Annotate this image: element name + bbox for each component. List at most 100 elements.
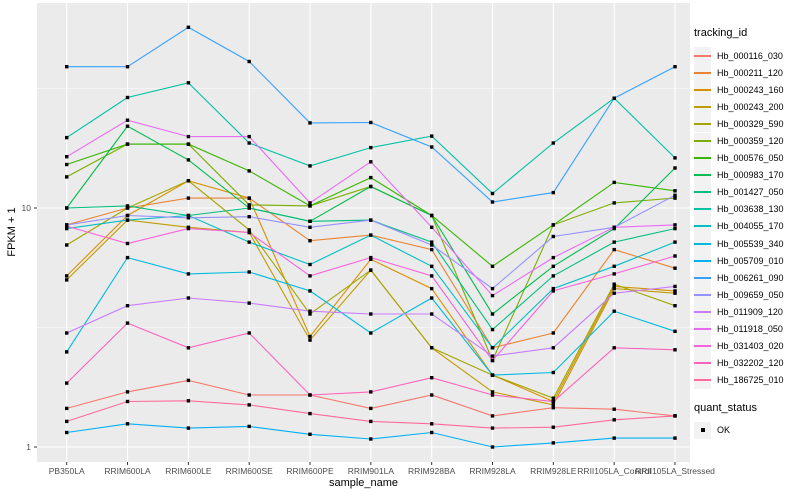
data-point xyxy=(551,234,555,239)
data-point xyxy=(612,286,616,291)
legend-item-Hb_000211_120: Hb_000211_120 xyxy=(694,64,798,82)
data-point xyxy=(65,243,69,247)
data-point xyxy=(430,247,434,252)
data-point xyxy=(551,274,555,278)
data-point xyxy=(186,81,191,85)
data-point xyxy=(430,430,434,435)
data-point xyxy=(186,158,191,162)
data-point xyxy=(612,282,616,286)
legend-item-Hb_011909_120: Hb_011909_120 xyxy=(694,303,798,321)
data-point xyxy=(247,134,251,139)
data-point xyxy=(125,124,130,128)
data-point xyxy=(430,134,434,138)
legend-item-label: Hb_011918_050 xyxy=(717,324,783,335)
data-point xyxy=(186,196,191,200)
legend-item-Hb_009659_050: Hb_009659_050 xyxy=(694,286,798,304)
legend-item-Hb_000983_170: Hb_000983_170 xyxy=(694,166,798,184)
x-tick-label: RRIM928LA xyxy=(469,466,516,476)
data-point xyxy=(65,350,69,354)
data-point xyxy=(673,348,677,352)
x-tick-label: RRIM901LA xyxy=(348,466,395,476)
legend-item-Hb_004055_170: Hb_004055_170 xyxy=(694,217,798,235)
data-point xyxy=(612,225,616,229)
legend-key-box xyxy=(694,269,711,287)
data-point xyxy=(369,268,373,272)
data-point xyxy=(551,286,555,291)
data-point xyxy=(490,414,495,418)
legend-item-ok: OK xyxy=(694,421,798,439)
legend-key-box xyxy=(694,337,711,355)
data-point xyxy=(247,169,251,173)
legend-key-box xyxy=(694,371,711,389)
data-point xyxy=(673,284,677,289)
data-point xyxy=(673,304,677,308)
data-point xyxy=(551,403,555,407)
legend-item-label: Hb_005539_340 xyxy=(717,238,784,249)
data-point xyxy=(247,230,251,235)
data-point xyxy=(65,274,69,278)
data-point xyxy=(551,331,555,335)
data-point xyxy=(490,312,495,316)
data-point xyxy=(247,141,251,145)
y-tick-label: 1 xyxy=(26,442,31,452)
data-point xyxy=(247,403,251,407)
legend-line-swatch xyxy=(694,328,711,331)
legend-title-quant-status: quant_status xyxy=(694,401,757,414)
data-point xyxy=(125,218,130,222)
legend-item-Hb_005539_340: Hb_005539_340 xyxy=(694,235,798,253)
data-point xyxy=(247,393,251,397)
data-point xyxy=(308,334,312,339)
x-tick-label: RRIM600SE xyxy=(226,466,274,476)
data-point xyxy=(551,141,555,145)
legend-key-box xyxy=(694,286,711,304)
data-point xyxy=(247,59,251,64)
data-point xyxy=(490,393,495,397)
data-point xyxy=(490,346,495,350)
filled-square-icon xyxy=(700,428,705,433)
data-point xyxy=(65,206,69,210)
data-point xyxy=(490,354,495,358)
data-point xyxy=(612,272,616,276)
legend-item-Hb_005709_010: Hb_005709_010 xyxy=(694,252,798,270)
legend-item-label: Hb_000116_030 xyxy=(717,50,783,61)
data-point xyxy=(430,376,434,380)
legend-line-swatch xyxy=(694,157,711,160)
legend-line-swatch xyxy=(694,225,711,228)
data-point xyxy=(612,309,616,313)
data-point xyxy=(551,289,555,293)
data-point xyxy=(125,213,130,218)
data-point xyxy=(125,422,130,426)
data-point xyxy=(125,399,130,404)
legend-line-swatch xyxy=(694,276,711,279)
legend-item-label: Hb_000576_050 xyxy=(717,153,784,164)
legend-key-box xyxy=(694,47,711,65)
x-axis-title: sample_name xyxy=(328,477,399,489)
data-point xyxy=(430,422,434,426)
data-point xyxy=(247,301,251,305)
data-point xyxy=(490,327,495,332)
data-point xyxy=(369,175,373,180)
legend-key-box xyxy=(694,132,711,150)
data-point xyxy=(490,293,495,298)
data-point xyxy=(430,213,434,218)
data-point xyxy=(369,390,373,394)
data-point xyxy=(308,309,312,313)
legend-key-box xyxy=(694,64,711,82)
data-point xyxy=(247,206,251,210)
plot-panel-background xyxy=(37,3,690,462)
data-point xyxy=(551,223,555,227)
legend-line-swatch xyxy=(694,88,711,91)
x-tick-label: RRII105LA_Stressed xyxy=(635,466,715,476)
data-point xyxy=(430,243,434,247)
data-point xyxy=(65,135,69,140)
data-point xyxy=(247,228,251,232)
legend-line-swatch xyxy=(694,293,711,296)
data-point xyxy=(430,346,434,350)
data-point xyxy=(430,145,434,149)
data-point xyxy=(247,240,251,244)
legend-item-label: Hb_000329_590 xyxy=(717,118,784,129)
data-point xyxy=(430,286,434,291)
data-point xyxy=(490,390,495,394)
data-point xyxy=(65,430,69,435)
data-point xyxy=(186,25,191,29)
